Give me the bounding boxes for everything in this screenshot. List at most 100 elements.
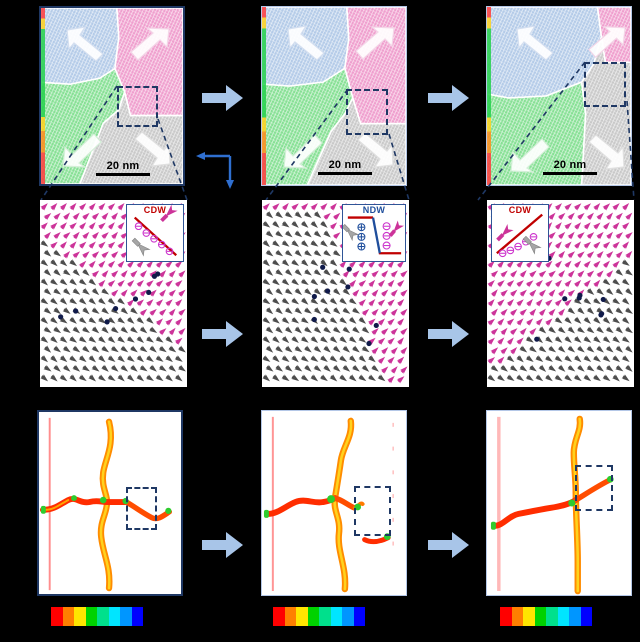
trace-panel-1[interactable] — [37, 410, 183, 596]
polarization-arrow — [554, 279, 562, 288]
polarization-arrow — [592, 222, 601, 230]
polarization-arrow — [329, 297, 338, 305]
polarization-arrow — [136, 260, 144, 269]
colorbar-segment-3 — [296, 607, 308, 626]
polarization-arrow — [396, 318, 405, 327]
polarization-arrow — [548, 308, 556, 317]
polarization-arrow — [390, 366, 398, 375]
zoom-region-box-3[interactable] — [584, 62, 626, 107]
zoom-region-box-2[interactable] — [346, 89, 388, 135]
polarization-arrow — [72, 251, 81, 259]
polarization-arrow — [313, 249, 322, 257]
polarization-arrow — [49, 203, 58, 211]
vector-field-panel-3[interactable]: CDW — [487, 200, 634, 387]
polarization-arrow — [528, 270, 537, 278]
polarization-arrow — [329, 239, 338, 247]
polarization-arrow — [596, 212, 604, 221]
polarization-arrow — [399, 270, 408, 278]
polarization-arrow — [262, 278, 271, 286]
polarization-arrow — [120, 326, 129, 334]
polarization-arrow — [313, 268, 322, 276]
polarization-arrow — [358, 260, 366, 269]
polarization-arrow — [40, 335, 49, 343]
polarization-arrow — [262, 220, 271, 228]
polarization-arrow — [605, 231, 614, 240]
polarization-arrow — [81, 268, 90, 276]
polarization-arrow — [329, 278, 338, 286]
polarization-arrow — [40, 278, 48, 286]
polarization-arrow — [563, 222, 572, 230]
polarization-arrow — [386, 337, 395, 346]
polarization-arrow — [59, 278, 68, 286]
process-arrow-row3-a[interactable] — [202, 531, 244, 559]
process-arrow-row1-a[interactable] — [202, 84, 244, 112]
polarization-arrow — [126, 299, 135, 307]
polarization-arrow — [342, 364, 351, 372]
polarization-arrow — [612, 260, 620, 269]
polarization-arrow — [110, 326, 119, 334]
polarization-arrow — [313, 326, 322, 334]
polarization-arrow — [284, 211, 293, 218]
trace-panel-2[interactable] — [261, 410, 407, 596]
polarization-arrow — [377, 299, 386, 307]
polarization-arrow — [274, 326, 283, 334]
polarization-arrow — [602, 278, 611, 286]
polarization-arrow — [516, 260, 524, 269]
polarization-arrow — [576, 326, 585, 334]
colorbar-segment-7 — [569, 607, 581, 626]
polarization-arrow — [145, 280, 154, 288]
polarization-arrow — [554, 260, 562, 269]
process-arrow-row2-b[interactable] — [428, 320, 470, 348]
polarization-arrow — [100, 306, 110, 315]
defect-marker — [576, 295, 582, 301]
trace-panel-3[interactable] — [486, 410, 632, 596]
polarization-arrow — [509, 364, 518, 372]
polarization-arrow — [49, 374, 58, 382]
polarization-arrow — [313, 287, 322, 295]
process-arrow-row2-a[interactable] — [202, 320, 244, 348]
polarization-arrow — [624, 212, 633, 221]
polarization-arrow — [509, 308, 518, 317]
polarization-arrow — [319, 355, 328, 363]
polarization-arrow — [573, 316, 582, 324]
domain-map-panel-1[interactable]: 20 nm — [39, 6, 185, 186]
polarization-arrow — [592, 355, 601, 362]
polarization-arrow — [40, 222, 48, 230]
polarization-arrow — [361, 270, 370, 278]
polarization-arrow — [88, 278, 97, 286]
polarization-arrow — [281, 220, 290, 228]
polarization-arrow — [547, 326, 556, 334]
polarization-arrow — [97, 260, 106, 269]
polarization-arrow — [300, 278, 309, 286]
polarization-arrow — [496, 280, 505, 288]
polarization-arrow — [342, 345, 351, 353]
zoom-region-box-trace-1[interactable] — [126, 487, 157, 530]
polarization-arrow — [155, 318, 164, 326]
process-arrow-row3-b[interactable] — [428, 531, 470, 559]
polarization-arrow — [592, 260, 601, 269]
zoom-region-box-trace-2[interactable] — [354, 486, 391, 536]
polarization-arrow — [322, 345, 331, 353]
polarization-arrow — [554, 355, 563, 362]
domain-map-panel-3[interactable]: 20 nm — [486, 6, 632, 186]
polarization-arrow — [265, 326, 274, 334]
polarization-arrow — [262, 316, 271, 324]
vector-field-panel-1[interactable]: CDW — [40, 200, 187, 387]
polarization-arrow — [396, 260, 405, 269]
zoom-region-box-1[interactable] — [117, 86, 158, 127]
zoom-region-box-trace-3[interactable] — [575, 465, 613, 511]
polarization-arrow — [583, 241, 592, 250]
polarization-arrow — [271, 203, 280, 211]
polarization-arrow — [538, 345, 547, 353]
polarization-arrow — [148, 364, 157, 372]
polarization-arrow — [294, 268, 303, 276]
polarization-arrow — [322, 230, 331, 238]
polarization-arrow — [399, 308, 408, 317]
process-arrow-row1-b[interactable] — [428, 84, 470, 112]
polarization-arrow — [52, 232, 61, 240]
defect-marker — [146, 289, 152, 295]
vector-field-panel-2[interactable]: NDW — [262, 200, 409, 387]
domain-map-panel-2[interactable]: 20 nm — [261, 6, 407, 186]
trace-map-2 — [262, 411, 406, 595]
polarization-arrow — [265, 210, 274, 219]
